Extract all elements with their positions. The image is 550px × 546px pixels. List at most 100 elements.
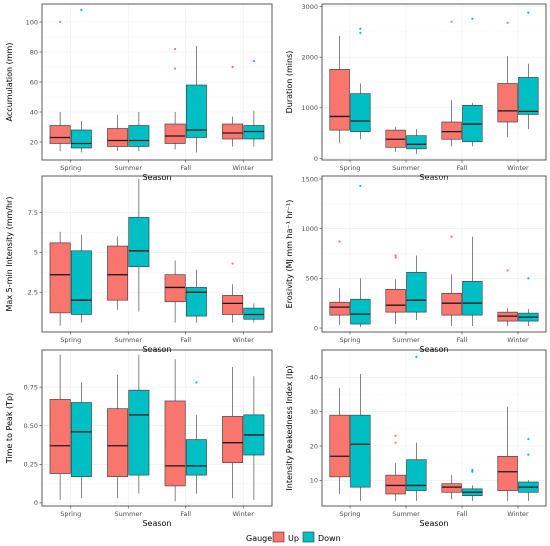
y-tick-label: 1000: [301, 104, 318, 112]
box-body: [350, 414, 371, 488]
outlier-point: [359, 184, 362, 188]
y-axis-title: Time to Peak (Tp): [5, 393, 14, 464]
y-axis-title: Max 5-min Intensity (mm/hr): [5, 197, 14, 312]
box-body: [49, 242, 71, 314]
y-axis-title: Erosivity (MJ mm ha⁻¹ hr⁻¹): [285, 200, 294, 309]
box-body: [406, 272, 427, 313]
box-body: [164, 123, 186, 144]
y-tick-label: 20: [310, 442, 318, 450]
box-down-winter: [243, 376, 265, 500]
x-tick-label: Winter: [507, 164, 529, 172]
panel-4: 0 500 1000 1500 Spring Summer Fall Winter Season…: [285, 175, 547, 354]
legend-key-up: [272, 531, 285, 543]
y-axis-title: Duration (mins): [285, 51, 294, 114]
outlier-point: [527, 11, 530, 14]
box-body: [243, 307, 265, 320]
panel-border: [41, 349, 273, 507]
x-tick-label: Spring: [60, 336, 81, 344]
x-tick-label: Summer: [392, 164, 420, 172]
x-tick-label: Winter: [233, 510, 255, 518]
box-body: [385, 288, 406, 313]
box-body: [441, 483, 462, 493]
y-tick-label: 0.75: [24, 383, 38, 391]
box-body: [350, 93, 371, 132]
x-tick-label: Winter: [507, 336, 529, 344]
box-down-spring: [70, 382, 92, 499]
box-body: [329, 301, 350, 316]
box-body: [107, 408, 129, 477]
box-down-spring: [350, 374, 371, 501]
x-tick-label: Winter: [507, 510, 529, 518]
box-up-summer: [385, 434, 406, 501]
box-body: [350, 298, 371, 325]
box-body: [497, 83, 518, 123]
y-tick-label: 40: [30, 108, 38, 116]
box-up-fall: [441, 235, 462, 327]
panel-1: 20 40 60 80 100 Spring Summer Fall Winter Season A…: [5, 3, 273, 182]
box-body: [70, 129, 92, 149]
x-tick-label: Summer: [114, 336, 142, 344]
outlier-point: [195, 381, 198, 384]
x-axis-title: Season: [142, 173, 171, 182]
y-tick-label: 1000: [301, 225, 318, 233]
box-down-spring: [70, 8, 92, 153]
box-body: [441, 121, 462, 140]
box-up-summer: [107, 236, 129, 310]
box-body: [49, 125, 71, 144]
x-tick-label: Summer: [392, 336, 420, 344]
box-down-winter: [243, 303, 265, 323]
outlier-point: [359, 27, 362, 30]
y-tick-label: 0: [314, 324, 318, 332]
x-axis-title: Season: [419, 173, 448, 182]
box-down-summer: [128, 354, 150, 494]
x-tick-label: Winter: [233, 164, 255, 172]
box-up-spring: [49, 20, 71, 151]
panel-2: 0 1000 2000 3000 Spring Summer Fall Winter Seaso…: [285, 3, 547, 182]
box-body: [107, 128, 129, 147]
x-tick-label: Spring: [60, 510, 81, 518]
box-down-summer: [128, 112, 150, 151]
outlier-point: [471, 470, 474, 473]
box-body: [441, 292, 462, 316]
x-tick-label: Spring: [60, 164, 81, 172]
x-tick-label: Summer: [392, 510, 420, 518]
outlier-point: [450, 235, 453, 238]
x-tick-label: Spring: [340, 164, 361, 172]
box-body: [128, 125, 150, 147]
y-tick-label: 0: [34, 499, 38, 507]
box-body: [164, 274, 186, 303]
box-down-fall: [462, 468, 483, 501]
y-tick-label: 80: [30, 48, 38, 56]
legend-key-down: [302, 531, 315, 543]
outlier-point: [506, 21, 509, 24]
box-up-winter: [222, 366, 244, 499]
box-down-winter: [243, 59, 265, 147]
box-body: [243, 125, 265, 140]
box-up-winter: [497, 269, 518, 327]
y-tick-label: 0.25: [24, 461, 38, 469]
legend: Gauge Up Down: [246, 531, 341, 543]
box-up-fall: [441, 475, 462, 500]
panel-border: [321, 3, 547, 161]
box-down-fall: [462, 236, 483, 327]
box-up-winter: [497, 21, 518, 138]
box-body: [70, 402, 92, 477]
outlier-point: [394, 254, 397, 257]
box-down-fall: [462, 17, 483, 147]
y-tick-label: 10: [310, 477, 318, 485]
box-up-winter: [497, 406, 518, 501]
box-body: [497, 455, 518, 491]
box-body: [185, 84, 207, 138]
y-tick-label: 20: [30, 138, 38, 146]
x-tick-label: Summer: [114, 164, 142, 172]
outlier-point: [527, 438, 530, 441]
box-up-spring: [49, 231, 71, 326]
y-tick-label: 2000: [301, 53, 318, 61]
box-up-spring: [329, 240, 350, 326]
box-down-fall: [185, 46, 207, 153]
panel-border: [41, 175, 273, 333]
box-down-fall: [185, 269, 207, 323]
outlier-point: [394, 434, 397, 437]
x-axis-title: Season: [419, 519, 448, 528]
